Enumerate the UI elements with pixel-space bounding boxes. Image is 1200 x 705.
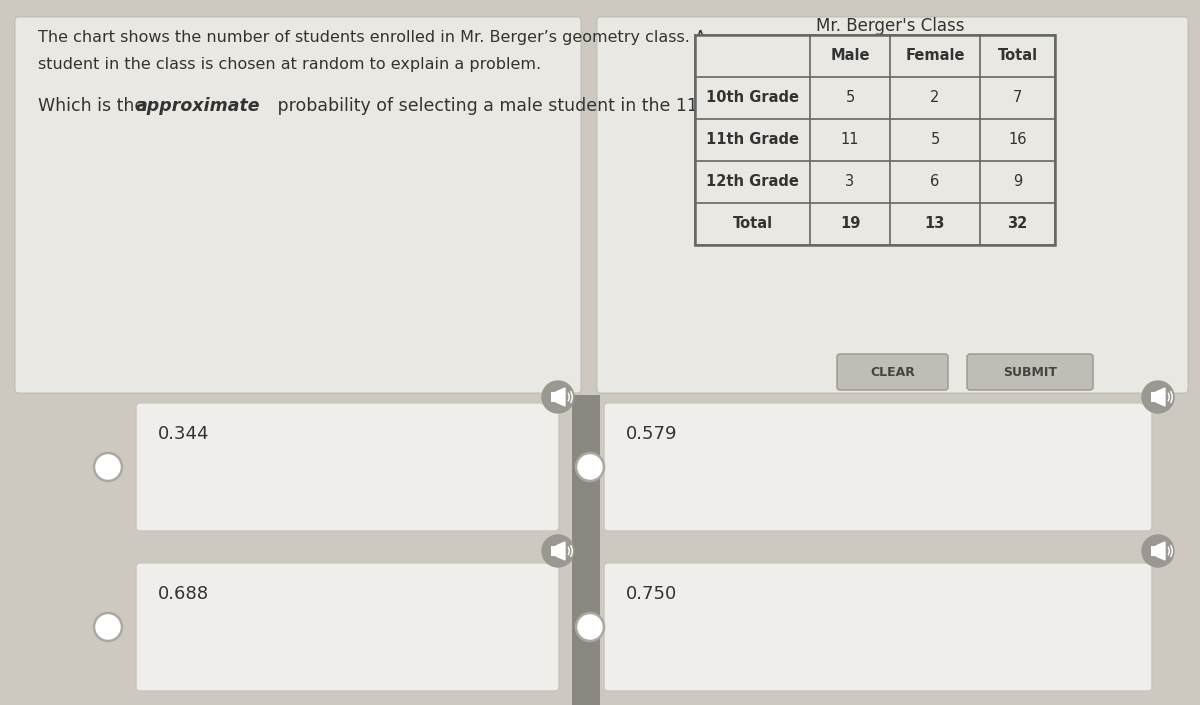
Bar <box>695 35 1055 245</box>
Text: 5: 5 <box>930 133 940 147</box>
Text: 0.579: 0.579 <box>626 425 678 443</box>
Text: 16: 16 <box>1008 133 1027 147</box>
Text: 6: 6 <box>930 175 940 190</box>
Bar <box>1151 546 1156 556</box>
Wedge shape <box>570 545 574 558</box>
Wedge shape <box>570 391 574 403</box>
Polygon shape <box>556 542 565 560</box>
Polygon shape <box>556 388 565 406</box>
Wedge shape <box>568 393 570 402</box>
Text: 11: 11 <box>841 133 859 147</box>
Wedge shape <box>1170 545 1174 558</box>
Text: CLEAR: CLEAR <box>870 365 914 379</box>
FancyBboxPatch shape <box>838 354 948 390</box>
Text: approximate: approximate <box>136 97 260 115</box>
Text: 2: 2 <box>930 90 940 106</box>
FancyBboxPatch shape <box>598 17 1188 393</box>
Text: 0.344: 0.344 <box>158 425 210 443</box>
FancyBboxPatch shape <box>604 403 1152 531</box>
Text: Mr. Berger's Class: Mr. Berger's Class <box>816 17 965 35</box>
Circle shape <box>94 613 122 641</box>
Text: 0.688: 0.688 <box>158 585 209 603</box>
Text: 0.750: 0.750 <box>626 585 677 603</box>
Polygon shape <box>1156 542 1165 560</box>
Wedge shape <box>1168 546 1170 556</box>
Text: 3: 3 <box>846 175 854 190</box>
Text: Total: Total <box>997 49 1038 63</box>
Text: Total: Total <box>732 216 773 231</box>
Text: SUBMIT: SUBMIT <box>1003 365 1057 379</box>
FancyBboxPatch shape <box>967 354 1093 390</box>
Text: 10th Grade: 10th Grade <box>706 90 799 106</box>
Bar <box>551 546 556 556</box>
Text: probability of selecting a male student in the 11th grade?: probability of selecting a male student … <box>272 97 781 115</box>
Text: 13: 13 <box>925 216 946 231</box>
Wedge shape <box>1168 393 1170 402</box>
Bar <box>572 395 600 705</box>
Wedge shape <box>1170 391 1174 403</box>
Circle shape <box>576 613 604 641</box>
Text: Which is the: Which is the <box>38 97 151 115</box>
Text: 9: 9 <box>1013 175 1022 190</box>
Text: 19: 19 <box>840 216 860 231</box>
Text: 11th Grade: 11th Grade <box>706 133 799 147</box>
Text: 32: 32 <box>1007 216 1027 231</box>
Circle shape <box>94 453 122 481</box>
Circle shape <box>576 453 604 481</box>
Circle shape <box>542 381 574 413</box>
Text: 5: 5 <box>845 90 854 106</box>
Text: Male: Male <box>830 49 870 63</box>
Polygon shape <box>1156 388 1165 406</box>
FancyBboxPatch shape <box>136 403 559 531</box>
Text: The chart shows the number of students enrolled in Mr. Berger’s geometry class. : The chart shows the number of students e… <box>38 30 706 45</box>
Bar <box>551 392 556 402</box>
Circle shape <box>542 535 574 567</box>
Bar <box>1151 392 1156 402</box>
Wedge shape <box>568 546 570 556</box>
FancyBboxPatch shape <box>136 563 559 691</box>
Text: 7: 7 <box>1013 90 1022 106</box>
Text: Female: Female <box>905 49 965 63</box>
Circle shape <box>1142 535 1174 567</box>
Circle shape <box>1142 381 1174 413</box>
FancyBboxPatch shape <box>14 17 581 393</box>
Text: student in the class is chosen at random to explain a problem.: student in the class is chosen at random… <box>38 57 541 72</box>
Text: 12th Grade: 12th Grade <box>706 175 799 190</box>
FancyBboxPatch shape <box>604 563 1152 691</box>
